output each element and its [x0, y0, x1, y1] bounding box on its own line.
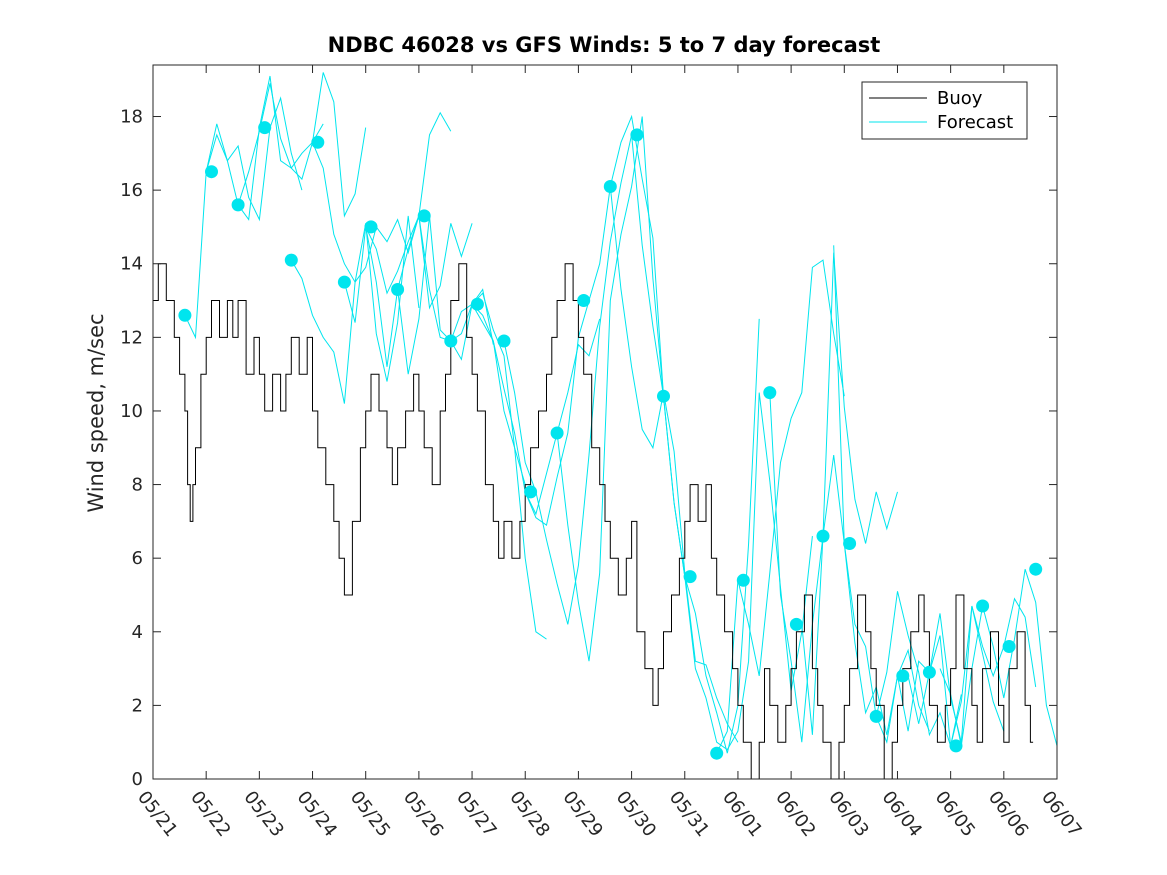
x-tick-label: 05/24 — [293, 787, 341, 841]
forecast-line — [184, 96, 303, 340]
forecast-line — [833, 245, 962, 748]
forecast-marker — [922, 665, 936, 679]
y-tick-label: 14 — [120, 254, 143, 275]
x-tick-label: 06/05 — [931, 787, 979, 841]
x-tick-label: 05/30 — [612, 787, 660, 841]
forecast-marker — [603, 180, 617, 193]
forecast-marker — [789, 617, 803, 631]
y-tick-label: 2 — [132, 695, 143, 716]
y-tick-label: 4 — [132, 622, 143, 643]
chart-title: NDBC 46028 vs GFS Winds: 5 to 7 day fore… — [328, 33, 881, 57]
plot-frame — [152, 64, 1058, 780]
forecast-line — [205, 83, 324, 207]
forecast-marker — [364, 220, 378, 234]
forecast-marker — [1002, 640, 1016, 653]
forecast-marker — [311, 135, 325, 149]
forecast-marker — [1029, 562, 1043, 576]
y-tick-label: 6 — [132, 548, 143, 569]
forecast-marker — [550, 426, 564, 440]
forecast-line — [716, 259, 845, 754]
x-tick-label: 06/03 — [824, 787, 872, 841]
forecast-marker — [683, 570, 697, 584]
x-tick-label: 05/22 — [186, 787, 234, 841]
y-tick-label: 8 — [132, 475, 143, 496]
forecast-marker — [524, 485, 538, 499]
forecast-line — [524, 114, 664, 526]
x-tick-label: 06/02 — [771, 787, 819, 841]
forecast-marker — [284, 253, 298, 267]
forecast-marker — [470, 297, 484, 311]
forecast-marker — [630, 128, 644, 142]
forecast-marker — [391, 283, 405, 296]
forecast-marker — [763, 386, 777, 400]
y-tick-label: 10 — [120, 401, 143, 422]
legend-label-forecast: Forecast — [937, 112, 1013, 133]
forecast-marker — [417, 209, 431, 223]
forecast-marker — [205, 165, 218, 179]
x-tick-label: 05/26 — [399, 787, 447, 841]
forecast-line — [397, 215, 526, 485]
forecast-line — [503, 134, 633, 625]
y-tick-label: 0 — [132, 769, 143, 790]
x-tick-label: 05/29 — [558, 787, 606, 841]
y-axis: 0 2 4 6 8 10 12 14 16 18 — [120, 107, 1057, 790]
forecast-line — [609, 186, 739, 743]
series-layer — [153, 72, 1057, 779]
forecast-marker — [497, 334, 511, 348]
forecast-marker — [710, 746, 724, 760]
forecast-marker — [577, 294, 591, 307]
x-tick-label: 05/27 — [452, 787, 500, 841]
forecast-marker — [444, 334, 458, 348]
forecast-marker — [657, 389, 670, 403]
forecast-marker — [736, 573, 750, 587]
legend-box — [861, 81, 1028, 140]
x-tick-label: 05/25 — [346, 787, 394, 841]
x-tick-label: 06/01 — [718, 787, 766, 841]
legend-label-buoy: Buoy — [937, 88, 983, 109]
marker-layer — [178, 121, 1043, 760]
y-tick-label: 12 — [120, 327, 143, 348]
y-axis-label: Wind speed, m/sec — [84, 313, 108, 512]
forecast-marker — [231, 198, 245, 212]
forecast-marker — [843, 537, 857, 550]
x-tick-label: 05/23 — [239, 787, 287, 841]
forecast-marker — [816, 529, 830, 543]
x-tick-label: 06/06 — [984, 787, 1032, 841]
x-tick-label: 05/21 — [133, 787, 181, 841]
y-tick-label: 16 — [120, 180, 143, 201]
y-tick-label: 18 — [120, 107, 143, 128]
forecast-marker — [976, 599, 990, 613]
forecast-line — [471, 303, 601, 516]
forecast-marker — [869, 709, 883, 723]
forecast-marker — [178, 308, 192, 322]
x-tick-label: 05/31 — [665, 787, 713, 841]
forecast-line — [875, 605, 1005, 745]
forecast-marker — [258, 121, 272, 135]
forecast-line — [450, 292, 547, 640]
legend: Buoy Forecast — [861, 81, 1028, 140]
x-tick-label: 06/04 — [878, 787, 926, 841]
x-tick-label: 06/07 — [1037, 787, 1085, 841]
forecast-line — [237, 72, 367, 221]
forecast-line — [343, 213, 473, 323]
x-tick-label: 05/28 — [505, 787, 553, 841]
forecast-line — [684, 392, 813, 751]
forecast-marker — [896, 669, 910, 683]
forecast-marker — [949, 739, 963, 753]
forecast-line — [312, 111, 452, 284]
buoy-line — [153, 263, 1034, 779]
forecast-marker — [337, 275, 351, 289]
